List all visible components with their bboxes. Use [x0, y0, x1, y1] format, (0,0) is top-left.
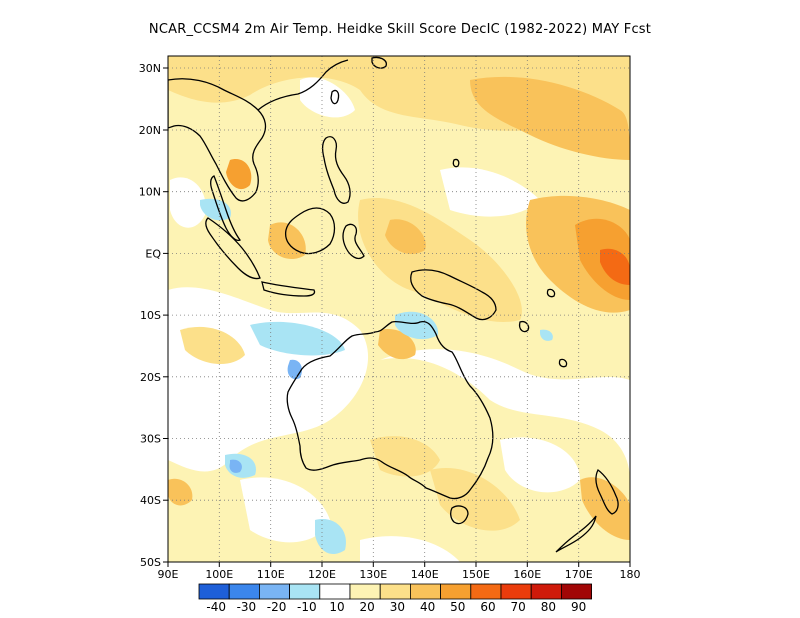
lon-tick-label: 100E [205, 568, 233, 581]
colorbar-label: 90 [571, 600, 586, 614]
borneo-coast [284, 207, 336, 255]
colorbar-label: 60 [480, 600, 495, 614]
lon-tick-label: 120E [308, 568, 336, 581]
australia-coast [286, 320, 494, 500]
lat-tick-label: 10S [140, 309, 161, 322]
colorbar-swatch [440, 583, 472, 600]
coastlines [168, 56, 619, 553]
colorbar-swatch [561, 583, 593, 600]
lon-tick-label: 90E [158, 568, 179, 581]
lon-tick-label: 110E [257, 568, 285, 581]
colorbar-swatch [319, 583, 351, 600]
skill-score-field [168, 56, 630, 562]
tick-marks [163, 67, 631, 567]
colorbar-label: 80 [541, 600, 556, 614]
new-guinea-coast [410, 269, 497, 321]
lat-tick-label: 50S [140, 556, 161, 569]
graticule [168, 56, 630, 562]
colorbar-swatch [228, 583, 260, 600]
colorbar-label: -20 [267, 600, 287, 614]
colorbar-label: 40 [420, 600, 435, 614]
colorbar-swatch [500, 583, 532, 600]
lon-tick-label: 180 [620, 568, 641, 581]
colorbar-swatch [349, 583, 381, 600]
lon-tick-label: 170E [565, 568, 593, 581]
colorbar-label: 50 [450, 600, 465, 614]
lat-tick-label: 10N [139, 186, 161, 199]
colorbar-swatch [198, 583, 230, 600]
lat-tick-label: EQ [145, 247, 161, 260]
colorbar-label: 10 [329, 600, 344, 614]
map-frame [167, 55, 631, 563]
colorbar-swatch [258, 583, 290, 600]
colorbar-label: -40 [206, 600, 226, 614]
colorbar-label: 20 [360, 600, 375, 614]
colorbar-swatch [530, 583, 562, 600]
new-zealand-coast [595, 469, 619, 515]
se-asia-mainland [168, 78, 267, 202]
lat-tick-label: 30S [140, 433, 161, 446]
map-title: NCAR_CCSM4 2m Air Temp. Heidke Skill Sco… [148, 22, 652, 37]
lon-tick-label: 150E [462, 568, 490, 581]
colorbar-swatch [409, 583, 441, 600]
sumatra-coast [205, 217, 261, 280]
lat-tick-label: 20S [140, 371, 161, 384]
colorbar-swatch [289, 583, 321, 600]
colorbar-label: 30 [390, 600, 405, 614]
colorbar-label: -30 [237, 600, 257, 614]
philippines-coast [322, 136, 351, 204]
lon-tick-label: 160E [513, 568, 541, 581]
lon-tick-label: 140E [411, 568, 439, 581]
lat-tick-label: 40S [140, 494, 161, 507]
colorbar: -40 -30 -20 -10 10 20 30 40 50 60 70 80 90 [198, 583, 593, 614]
colorbar-label: -10 [297, 600, 317, 614]
colorbar-swatch [470, 583, 502, 600]
colorbar-swatch [379, 583, 411, 600]
lat-tick-label: 30N [139, 62, 161, 75]
lat-tick-label: 20N [139, 124, 161, 137]
lon-tick-label: 130E [359, 568, 387, 581]
colorbar-label: 70 [511, 600, 526, 614]
